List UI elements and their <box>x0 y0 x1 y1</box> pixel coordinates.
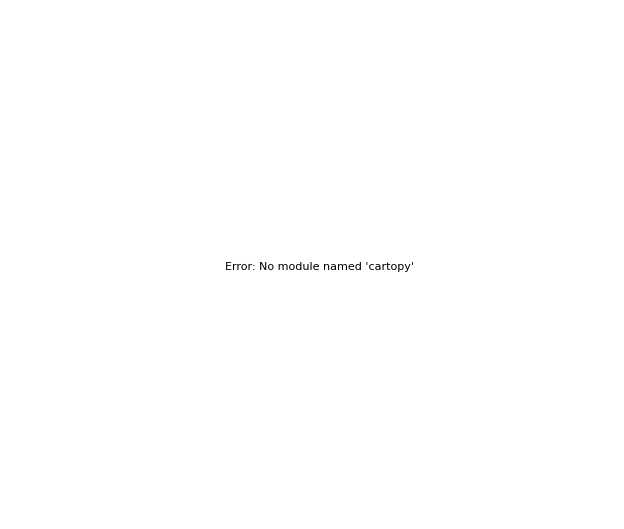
Text: Error: No module named 'cartopy': Error: No module named 'cartopy' <box>225 262 414 272</box>
